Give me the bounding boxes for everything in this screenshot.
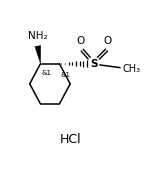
Polygon shape: [35, 46, 41, 64]
Text: O: O: [77, 36, 85, 46]
Text: S: S: [91, 59, 98, 69]
Text: HCl: HCl: [59, 133, 81, 145]
Text: NH₂: NH₂: [28, 31, 48, 41]
Text: &1: &1: [61, 72, 71, 78]
Text: &1: &1: [42, 70, 52, 76]
Text: CH₃: CH₃: [123, 64, 141, 74]
Text: O: O: [104, 36, 112, 46]
